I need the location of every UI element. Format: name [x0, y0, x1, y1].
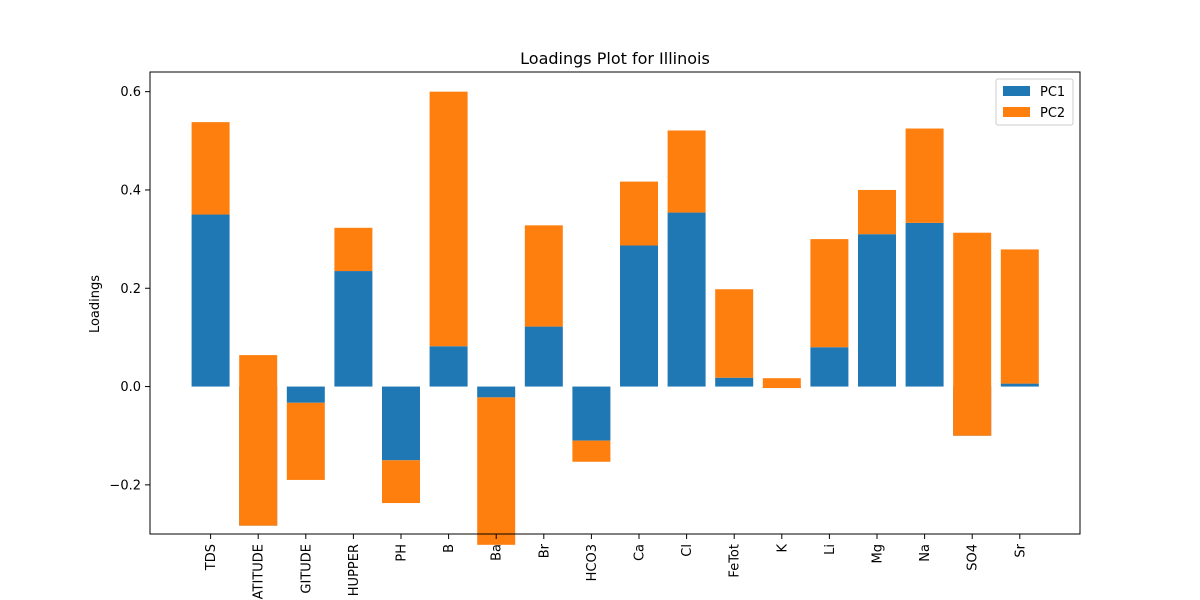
chart-title: Loadings Plot for Illinois — [520, 49, 710, 68]
bar-pc1-ba — [477, 386, 516, 398]
bar-pc2-hco3 — [572, 440, 611, 462]
x-tick-label: Br — [537, 543, 552, 558]
bar-pc2-latitude — [239, 355, 278, 526]
bars-group — [191, 91, 1039, 545]
y-tick-label: −0.2 — [109, 478, 141, 493]
x-tick-label: Na — [918, 544, 933, 562]
x-tick-label: HUPPER — [347, 544, 362, 596]
bar-pc2-longitude — [286, 402, 325, 480]
bar-pc1-longitude — [286, 386, 325, 403]
bar-pc2-ph — [382, 460, 420, 504]
x-tick-label: Cl — [680, 544, 695, 557]
bar-pc2-tds — [191, 122, 230, 215]
bar-pc1-depthupper — [334, 271, 373, 387]
x-tick-label: Ba — [490, 544, 505, 561]
bar-pc1-mg — [858, 234, 896, 387]
x-tick-label: PH — [395, 544, 410, 562]
bar-pc1-li — [810, 347, 849, 387]
bar-pc2-ba — [477, 397, 516, 545]
x-tick-label: ATITUDE — [252, 544, 267, 599]
bar-pc1-cl — [667, 212, 706, 387]
legend-label-pc2: PC2 — [1040, 106, 1065, 121]
bar-pc1-sr — [1000, 383, 1039, 387]
bar-pc1-b — [429, 346, 468, 387]
x-tick-label: GITUDE — [299, 544, 314, 594]
x-tick-label: SO4 — [966, 544, 981, 571]
legend-swatch-pc2 — [1003, 107, 1030, 117]
legend-swatch-pc1 — [1003, 86, 1030, 96]
x-tick-label: B — [442, 544, 457, 553]
bar-pc2-fetot — [715, 289, 754, 378]
y-axis-ticks: −0.2 0.0 0.2 0.4 0.6 — [109, 85, 150, 493]
x-tick-label: TDS — [204, 544, 219, 571]
bar-pc1-fetot — [715, 377, 754, 387]
bar-pc2-na — [905, 128, 944, 223]
bar-pc2-sr — [1000, 249, 1039, 384]
y-tick-label: 0.4 — [120, 183, 141, 198]
x-tick-label: Sr — [1013, 543, 1028, 557]
bar-pc2-cl — [667, 130, 706, 213]
bar-pc1-na — [905, 222, 944, 387]
y-tick-label: 0.2 — [120, 282, 141, 297]
x-tick-label: K — [775, 544, 790, 553]
x-axis-ticks: TDS ATITUDE GITUDE HUPPER PH B Ba Br HCO3 Ca Cl FeT… — [204, 534, 1028, 599]
bar-pc2-ca — [620, 181, 658, 246]
bar-pc2-b — [429, 91, 468, 347]
legend-label-pc1: PC1 — [1040, 85, 1065, 100]
plot-frame — [149, 71, 1081, 535]
x-tick-label: Ca — [633, 544, 648, 561]
y-axis-label: Loadings — [88, 275, 103, 333]
x-tick-label: Mg — [871, 544, 886, 563]
bar-pc1-ca — [620, 245, 658, 387]
bar-pc1-tds — [191, 214, 230, 387]
x-tick-label: HCO3 — [585, 544, 600, 581]
x-tick-label: FeTot — [728, 544, 743, 578]
bar-pc2-depthupper — [334, 227, 373, 272]
y-tick-label: 0.0 — [120, 380, 141, 395]
bar-pc1-ph — [382, 386, 420, 461]
bar-pc2-k — [762, 378, 801, 389]
y-tick-label: 0.6 — [120, 85, 141, 100]
bar-pc2-li — [810, 239, 849, 348]
bar-pc2-br — [524, 225, 563, 327]
bar-pc1-br — [524, 326, 563, 387]
bar-pc1-hco3 — [572, 386, 611, 441]
bar-pc2-so4 — [953, 232, 992, 436]
bar-pc2-mg — [858, 189, 896, 235]
x-tick-label: Li — [823, 544, 838, 555]
